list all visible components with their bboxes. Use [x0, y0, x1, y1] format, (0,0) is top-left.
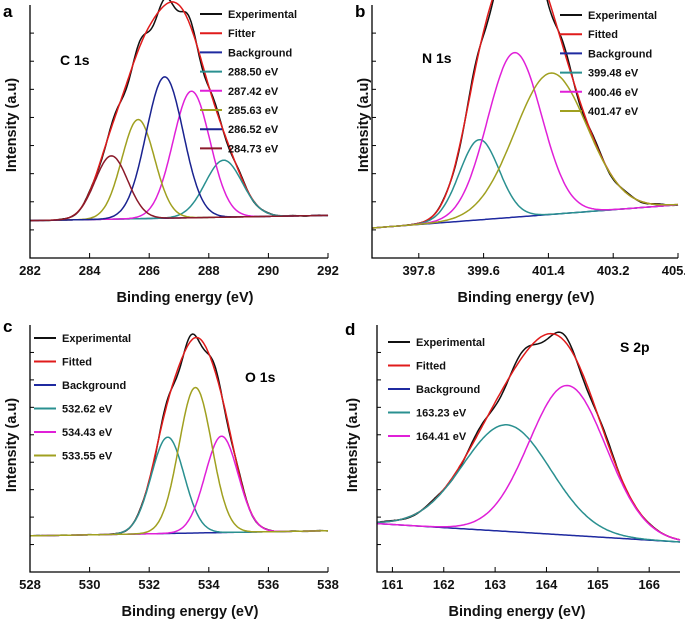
- plot-curves: [29, 0, 329, 222]
- x-axis-title: Binding energy (eV): [117, 290, 254, 306]
- panel-b: b N 1s Binding energy (eV) Intensity (a.…: [355, 0, 685, 306]
- x-tick-label: 165: [587, 577, 609, 592]
- series-line: [30, 76, 329, 222]
- y-axis-title: Intensity (a.u): [4, 78, 20, 172]
- plot-curves: [371, 0, 679, 229]
- element-label: C 1s: [60, 52, 90, 68]
- y-axis-title: Intensity (a.u): [345, 398, 361, 492]
- legend-label: Fitter: [228, 28, 256, 40]
- x-tick-label: 292: [317, 263, 339, 278]
- panel-letter: d: [345, 320, 355, 339]
- x-tick-label: 538: [317, 577, 339, 592]
- legend-label: 163.23 eV: [416, 408, 467, 420]
- legend-label: Experimental: [416, 337, 485, 349]
- x-tick-label: 532: [138, 577, 160, 592]
- x-tick-label: 284: [79, 263, 101, 278]
- panel-d: d S 2p Binding energy (eV) Intensity (a.…: [345, 320, 681, 620]
- y-axis-title: Intensity (a.u): [356, 78, 372, 172]
- plot-curves: [376, 331, 681, 543]
- panel-letter: c: [3, 317, 12, 336]
- legend-label: Experimental: [62, 333, 131, 345]
- element-label: O 1s: [245, 369, 276, 385]
- legend: Experimental Fitter Background 288.50 eV 287…: [200, 9, 297, 155]
- x-tick-label: 161: [382, 577, 404, 592]
- panel-letter: b: [355, 2, 365, 21]
- x-ticks: 397.8 399.6 401.4 403.2 405.0: [372, 32, 685, 278]
- x-tick-label: 288: [198, 263, 220, 278]
- panel-c: c O 1s Binding energy (eV) Intensity (a.…: [3, 317, 339, 620]
- x-tick-label: 528: [19, 577, 41, 592]
- legend: Experimental Fitted Background 399.48 eV 400…: [560, 10, 657, 118]
- x-tick-label: 536: [258, 577, 280, 592]
- x-ticks: 282 284 286 288 290 292: [19, 32, 339, 278]
- legend-label: Experimental: [588, 10, 657, 22]
- legend-label: 534.43 eV: [62, 427, 113, 439]
- legend-label: 399.48 eV: [588, 68, 639, 80]
- series-line: [29, 386, 328, 537]
- axis-frame: [371, 5, 678, 259]
- legend-label: 532.62 eV: [62, 404, 113, 416]
- legend-label: 285.63 eV: [228, 105, 279, 117]
- x-tick-label: 162: [433, 577, 455, 592]
- x-tick-label: 401.4: [532, 263, 565, 278]
- series-line: [376, 424, 681, 543]
- legend-label: Fitted: [62, 357, 92, 369]
- x-tick-label: 405.0: [662, 263, 685, 278]
- legend-label: 401.47 eV: [588, 106, 639, 118]
- legend-label: 400.46 eV: [588, 87, 639, 99]
- x-tick-label: 286: [138, 263, 160, 278]
- x-axis-title: Binding energy (eV): [449, 604, 586, 620]
- axes: [29, 5, 328, 259]
- element-label: S 2p: [620, 339, 650, 355]
- legend: Experimental Fitted Background 532.62 eV 534…: [34, 333, 131, 463]
- x-tick-label: 166: [638, 577, 660, 592]
- legend-label: Background: [62, 380, 126, 392]
- legend-label: 288.50 eV: [228, 67, 279, 79]
- x-tick-label: 282: [19, 263, 41, 278]
- legend-label: Background: [588, 48, 652, 60]
- x-axis-title: Binding energy (eV): [458, 290, 595, 306]
- legend-label: 164.41 eV: [416, 431, 467, 443]
- series-line: [30, 155, 329, 222]
- x-tick-label: 530: [79, 577, 101, 592]
- series-line: [30, 159, 329, 222]
- axis-frame: [29, 325, 328, 573]
- x-ticks: 528 530 532 534 536 538: [19, 351, 339, 592]
- x-tick-label: 163: [484, 577, 506, 592]
- x-tick-label: 397.8: [403, 263, 436, 278]
- panel-letter: a: [3, 2, 13, 21]
- axis-frame: [29, 5, 328, 259]
- x-tick-label: 164: [536, 577, 558, 592]
- y-axis-title: Intensity (a.u): [4, 398, 20, 492]
- axes: [371, 5, 678, 259]
- x-tick-label: 534: [198, 577, 220, 592]
- legend-label: Background: [416, 384, 480, 396]
- legend-label: Fitted: [588, 29, 618, 41]
- legend-label: Background: [228, 47, 292, 59]
- legend-label: 287.42 eV: [228, 86, 279, 98]
- legend-label: 284.73 eV: [228, 143, 279, 155]
- plot-curves: [29, 333, 329, 537]
- legend-label: 286.52 eV: [228, 124, 279, 136]
- axes: [29, 325, 328, 573]
- series-line: [376, 384, 681, 541]
- axes: [376, 325, 680, 573]
- x-axis-title: Binding energy (eV): [122, 604, 259, 620]
- x-tick-label: 290: [258, 263, 280, 278]
- legend-label: Experimental: [228, 9, 297, 21]
- x-tick-label: 399.6: [467, 263, 500, 278]
- axis-frame: [376, 325, 680, 573]
- panel-a: a C 1s Binding energy (eV) Intensity (a.…: [3, 0, 339, 306]
- series-line: [371, 72, 679, 229]
- legend-label: 533.55 eV: [62, 451, 113, 463]
- series-line: [30, 118, 329, 222]
- x-ticks: 161 162 163 164 165 166: [377, 351, 660, 592]
- x-tick-label: 403.2: [597, 263, 630, 278]
- series-line: [371, 138, 679, 229]
- legend-label: Fitted: [416, 361, 446, 373]
- legend: Experimental Fitted Background 163.23 eV 164…: [388, 337, 485, 443]
- element-label: N 1s: [422, 50, 452, 66]
